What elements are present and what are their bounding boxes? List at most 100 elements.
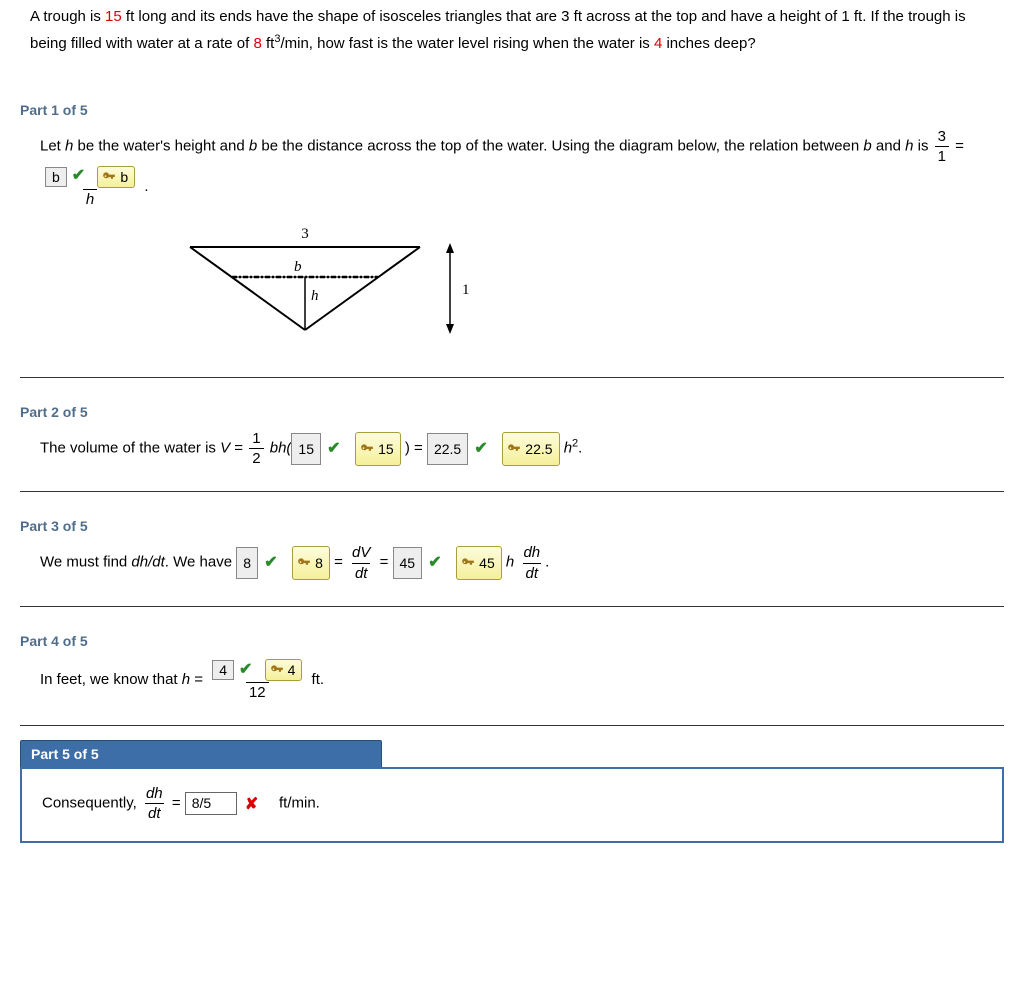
equals: = xyxy=(334,554,347,571)
key-value: 45 xyxy=(479,549,495,577)
length-value: 15 xyxy=(105,8,122,25)
solution-key: 45 xyxy=(456,546,502,580)
problem-statement: A trough is 15 ft long and its ends have… xyxy=(20,0,1004,76)
denominator: dt xyxy=(145,803,164,822)
equals: = xyxy=(380,554,393,571)
diagram-top-label: 3 xyxy=(301,226,309,242)
text: h xyxy=(564,440,572,457)
numerator: dV xyxy=(349,544,373,562)
fraction-4-12: 4 ✔ 4 12 xyxy=(209,659,305,701)
answer-box: 22.5 xyxy=(427,433,468,465)
text: be the water's height and xyxy=(73,138,248,155)
check-icon: ✔ xyxy=(428,554,441,571)
answer-input[interactable]: 8/5 xyxy=(185,792,237,815)
solution-key: 22.5 xyxy=(502,432,559,466)
solution-key: 8 xyxy=(292,546,330,580)
text: . We have xyxy=(165,554,236,571)
denominator: 12 xyxy=(246,682,269,701)
answer-box: 4 xyxy=(212,660,234,680)
part4-body: In feet, we know that h = 4 ✔ 4 12 ft. xyxy=(20,655,1004,725)
key-icon xyxy=(360,442,374,456)
answer-box: 15 xyxy=(291,433,321,465)
key-value: 8 xyxy=(315,549,323,577)
numerator: dh xyxy=(520,544,543,562)
incorrect-icon: ✘ xyxy=(245,796,258,813)
equals: = xyxy=(230,440,247,457)
key-value: 15 xyxy=(378,435,394,463)
triangle-diagram: 3 b h 1 xyxy=(170,222,1004,353)
numerator-row: 4 ✔ 4 xyxy=(209,659,305,682)
key-value: 4 xyxy=(288,662,296,678)
answer-box: 8 xyxy=(236,547,258,579)
text: /min, how fast is the water level rising… xyxy=(280,35,654,52)
text: bh( xyxy=(266,440,292,457)
text: be the distance across the top of the wa… xyxy=(257,138,863,155)
var-V: V xyxy=(220,440,230,457)
numerator: 1 xyxy=(249,430,263,448)
diagram-b-label: b xyxy=(294,259,302,275)
period: . xyxy=(545,554,549,571)
part4-header: Part 4 of 5 xyxy=(20,607,1004,655)
key-icon xyxy=(461,556,475,570)
text: In feet, we know that xyxy=(40,671,182,688)
text: The volume of the water is xyxy=(40,440,220,457)
period: . xyxy=(578,440,582,457)
part5-header-bar: Part 5 of 5 xyxy=(20,740,382,767)
key-icon xyxy=(270,663,284,677)
check-icon: ✔ xyxy=(327,440,340,457)
text: ft xyxy=(262,35,275,52)
denominator: 1 xyxy=(935,146,949,165)
text: ) = xyxy=(405,440,427,457)
answer-box: 45 xyxy=(393,547,423,579)
numerator-row: b ✔ b xyxy=(42,166,138,189)
text: h xyxy=(506,554,519,571)
solution-key: b xyxy=(97,166,135,188)
part1-header: Part 1 of 5 xyxy=(20,76,1004,124)
fraction-half: 1 2 xyxy=(249,430,263,468)
period: . xyxy=(144,178,148,195)
text: A trough is xyxy=(30,8,105,25)
denominator: h xyxy=(83,189,97,208)
solution-key: 15 xyxy=(355,432,401,466)
rate-value: 8 xyxy=(253,35,261,52)
fraction-3-1: 3 1 xyxy=(935,128,949,166)
numerator: 3 xyxy=(935,128,949,146)
text: Consequently, xyxy=(42,795,141,812)
check-icon: ✔ xyxy=(264,554,277,571)
key-value: 22.5 xyxy=(525,435,552,463)
part1-body: Let h be the water's height and b be the… xyxy=(20,124,1004,377)
text: ft. xyxy=(312,671,325,688)
text: inches deep? xyxy=(662,35,755,52)
part3-header: Part 3 of 5 xyxy=(20,492,1004,540)
var-b: b xyxy=(863,138,871,155)
solution-key: 4 xyxy=(265,659,303,681)
diagram-height-label: 1 xyxy=(462,282,470,298)
denominator: 2 xyxy=(249,448,263,467)
var-h: h xyxy=(182,671,190,688)
dhdt: dh/dt xyxy=(131,554,164,571)
denominator: dt xyxy=(523,563,542,582)
diagram-h-label: h xyxy=(311,288,319,304)
equals: = xyxy=(955,138,964,155)
unit-label: ft/min. xyxy=(279,795,320,812)
text: Let xyxy=(40,138,65,155)
var-b: b xyxy=(249,138,257,155)
equals: = xyxy=(190,671,207,688)
key-icon xyxy=(102,170,116,184)
denominator: dt xyxy=(352,563,371,582)
part3-body: We must find dh/dt. We have 8 ✔ 8 = dV d… xyxy=(20,540,1004,606)
key-icon xyxy=(297,556,311,570)
fraction-dhdt: dh dt xyxy=(520,544,543,582)
key-icon xyxy=(507,442,521,456)
text: is xyxy=(913,138,932,155)
answer-box: b xyxy=(45,167,67,187)
equals: = xyxy=(172,795,185,812)
part2-header: Part 2 of 5 xyxy=(20,378,1004,426)
part2-body: The volume of the water is V = 1 2 bh(15… xyxy=(20,426,1004,492)
text: and xyxy=(872,138,905,155)
fraction-answer: b ✔ b h xyxy=(42,166,138,208)
check-icon: ✔ xyxy=(72,167,85,185)
fraction-dvdt: dV dt xyxy=(349,544,373,582)
numerator: dh xyxy=(143,785,166,803)
key-value: b xyxy=(120,169,128,185)
